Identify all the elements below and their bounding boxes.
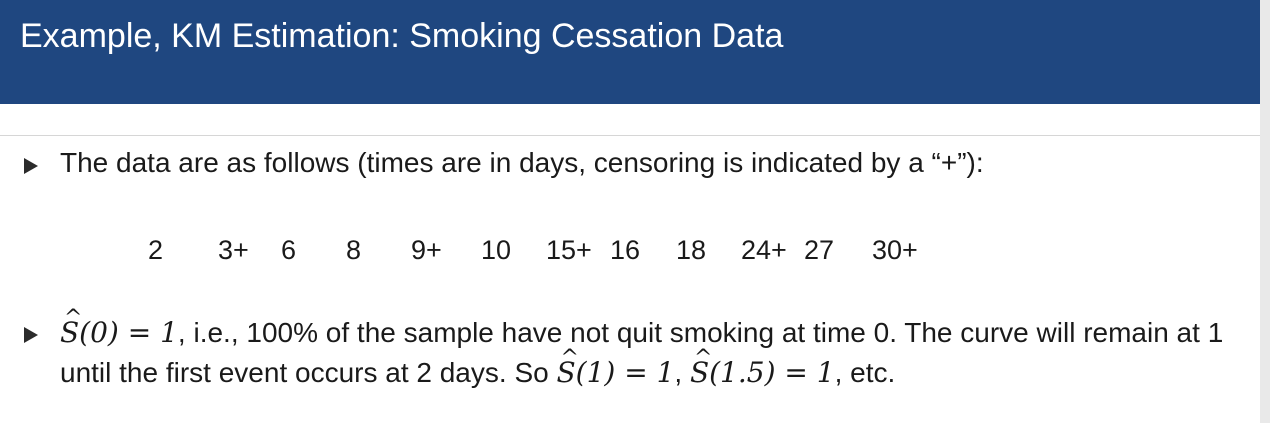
bullet-arrow-icon: [24, 158, 38, 174]
data-value: 10: [481, 235, 512, 265]
slide-title: Example, KM Estimation: Smoking Cessatio…: [20, 17, 784, 55]
bullet-survival-explanation: S(0) = 1, i.e., 100% of the sample have …: [60, 299, 1255, 393]
data-value: 16: [610, 235, 641, 265]
data-value: 18: [676, 235, 707, 265]
data-value: 6: [281, 235, 297, 265]
window-edge: [1260, 0, 1270, 423]
data-value: 2: [148, 235, 164, 265]
bullet-text: ,: [674, 357, 690, 388]
math-s-of-1-5: S(1.5) = 1: [690, 339, 835, 393]
data-value: 24+: [741, 235, 787, 265]
title-bar: Example, KM Estimation: Smoking Cessatio…: [0, 0, 1260, 104]
data-value: 30+: [872, 235, 918, 265]
data-value: 3+: [218, 235, 249, 265]
data-value: 27: [804, 235, 835, 265]
bullet-data-description: The data are as follows (times are in da…: [60, 147, 984, 178]
data-value: 8: [346, 235, 362, 265]
bullet-text: , etc.: [834, 357, 896, 388]
data-value: 9+: [411, 235, 442, 265]
bullet-arrow-icon: [24, 327, 38, 343]
math-s-of-0: S(0) = 1: [60, 299, 178, 353]
math-s-of-1: S(1) = 1: [556, 339, 674, 393]
data-value: 15+: [546, 235, 592, 265]
